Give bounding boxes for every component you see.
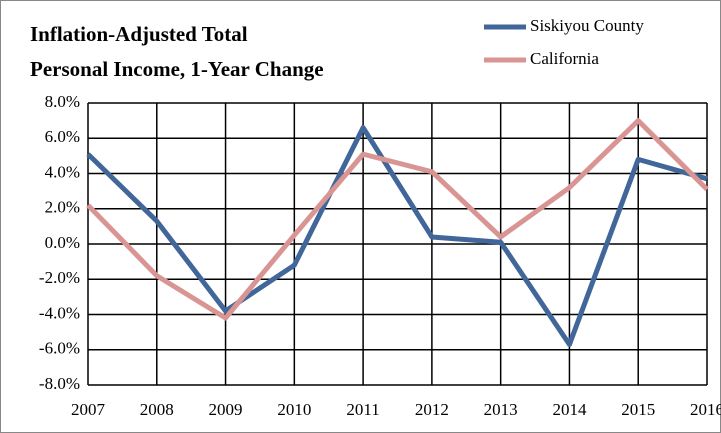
x-tick-label: 2013 bbox=[484, 400, 518, 419]
y-tick-label: -6.0% bbox=[39, 339, 80, 358]
y-tick-label: 8.0% bbox=[45, 92, 80, 111]
y-tick-label: -2.0% bbox=[39, 268, 80, 287]
y-tick-label: -8.0% bbox=[39, 374, 80, 393]
x-tick-label: 2014 bbox=[552, 400, 587, 419]
series-line bbox=[86, 125, 708, 347]
x-tick-label: 2012 bbox=[415, 400, 449, 419]
y-tick-label: 6.0% bbox=[45, 127, 80, 146]
y-tick-label: 2.0% bbox=[45, 198, 80, 217]
y-tick-label: -4.0% bbox=[39, 303, 80, 322]
x-tick-label: 2011 bbox=[346, 400, 379, 419]
series-line bbox=[86, 118, 709, 321]
chart-title: Personal Income, 1-Year Change bbox=[30, 57, 324, 81]
x-tick-label: 2009 bbox=[209, 400, 243, 419]
legend-label: Siskiyou County bbox=[530, 16, 644, 35]
chart-title: Inflation-Adjusted Total bbox=[30, 22, 248, 46]
legend-label: California bbox=[530, 49, 599, 68]
x-tick-label: 2016 bbox=[690, 400, 721, 419]
x-tick-label: 2007 bbox=[71, 400, 106, 419]
x-tick-label: 2010 bbox=[277, 400, 311, 419]
x-tick-label: 2015 bbox=[621, 400, 655, 419]
y-tick-label: 4.0% bbox=[45, 162, 80, 181]
y-tick-label: 0.0% bbox=[45, 233, 80, 252]
x-tick-label: 2008 bbox=[140, 400, 174, 419]
